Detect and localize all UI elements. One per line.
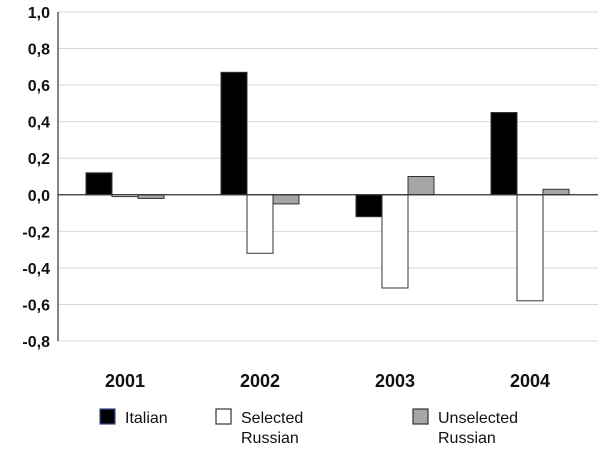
legend-swatch-selected-russian [215,408,232,425]
y-tick-label: 0,2 [28,151,50,168]
y-tick-labels: 1,0 0,8 0,6 0,4 0,2 0,0 -0,2 -0,4 -0,6 -0,8 [22,5,50,351]
axes [57,12,598,341]
y-tick-label: 0,8 [28,42,50,59]
y-tick-label: 0,0 [28,188,50,205]
y-tick-label: 0,6 [28,78,50,95]
y-tick-label: -0,8 [22,334,50,351]
bar-unselected-russian-2004 [542,188,570,196]
legend-label: Russian [438,430,496,447]
bar-italian-2003 [355,194,383,218]
legend: Italian Selected Russian Unselected Russian [99,408,518,447]
y-tick-label: 1,0 [28,5,50,22]
x-tick-label: 2003 [375,371,415,391]
bar-selected-russian-2004 [516,194,544,302]
legend-label: Unselected [438,410,518,427]
bar-unselected-russian-2003 [407,176,435,196]
legend-label: Italian [125,410,168,427]
bars [85,71,570,302]
x-tick-label: 2004 [510,371,550,391]
x-tick-label: 2002 [240,371,280,391]
bar-italian-2001 [85,172,113,196]
bar-italian-2002 [220,71,248,196]
legend-label: Russian [241,430,299,447]
legend-swatch-italian [99,408,116,425]
x-tick-labels: 2001 2002 2003 2004 [105,371,550,391]
y-tick-label: -0,4 [22,261,50,278]
bar-italian-2004 [490,112,518,196]
legend-label: Selected [241,410,303,427]
x-tick-label: 2001 [105,371,145,391]
bar-unselected-russian-2002 [272,194,300,205]
bar-selected-russian-2002 [246,194,274,254]
y-tick-label: -0,2 [22,224,50,241]
y-tick-label: 0,4 [28,115,50,132]
y-tick-label: -0,6 [22,297,50,314]
legend-swatch-unselected-russian [412,408,429,425]
bar-selected-russian-2003 [381,194,409,289]
